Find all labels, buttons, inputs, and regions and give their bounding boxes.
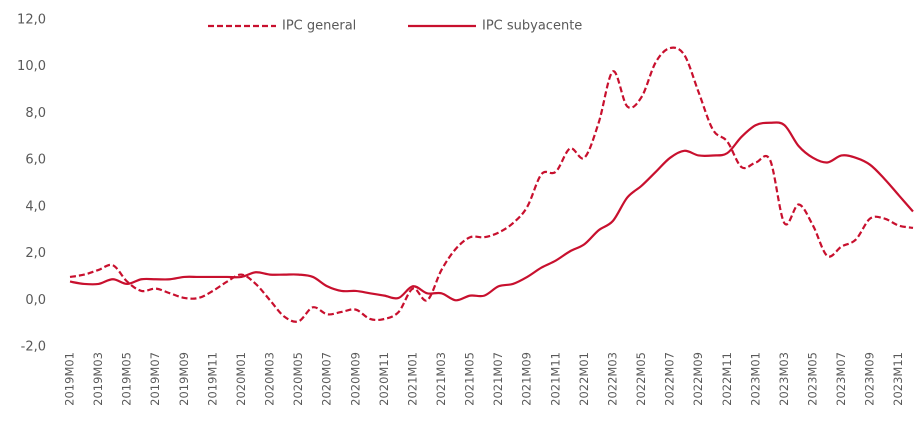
- legend-label: IPC general: [282, 19, 356, 34]
- x-tick-label: 2023M07: [834, 352, 848, 406]
- x-tick-label: 2022M11: [720, 352, 734, 406]
- x-tick-label: 2020M01: [234, 352, 248, 406]
- x-tick-label: 2023M11: [891, 352, 905, 406]
- x-tick-label: 2020M07: [320, 352, 334, 406]
- x-tick-label: 2022M09: [691, 352, 705, 406]
- x-tick-label: 2021M03: [434, 352, 448, 406]
- y-tick-label: 0,0: [25, 293, 46, 308]
- x-tick-label: 2020M03: [263, 352, 277, 406]
- y-tick-label: 12,0: [17, 13, 46, 28]
- y-tick-label: 2,0: [25, 246, 46, 261]
- x-tick-label: 2023M05: [805, 352, 819, 406]
- x-tick-label: 2019M05: [120, 352, 134, 406]
- series-line: [69, 121, 914, 302]
- x-tick-label: 2021M01: [405, 352, 419, 406]
- x-tick-label: 2021M05: [463, 352, 477, 406]
- x-tick-label: 2023M03: [777, 352, 791, 406]
- series-line: [69, 46, 914, 323]
- x-tick-label: 2021M11: [548, 352, 562, 406]
- x-tick-label: 2020M05: [291, 352, 305, 406]
- y-tick-label: 6,0: [25, 153, 46, 168]
- x-tick-label: 2023M01: [748, 352, 762, 406]
- y-tick-label: -2,0: [21, 340, 46, 355]
- x-tick-label: 2022M03: [605, 352, 619, 406]
- x-tick-label: 2023M09: [863, 352, 877, 406]
- x-tick-label: 2019M11: [205, 352, 219, 406]
- x-tick-label: 2019M07: [148, 352, 162, 406]
- y-tick-label: 4,0: [25, 199, 46, 214]
- x-tick-label: 2022M07: [663, 352, 677, 406]
- x-tick-label: 2019M03: [91, 352, 105, 406]
- x-tick-label: 2021M07: [491, 352, 505, 406]
- x-tick-label: 2020M11: [377, 352, 391, 406]
- x-tick-label: 2019M01: [63, 352, 77, 406]
- x-tick-label: 2022M01: [577, 352, 591, 406]
- y-tick-label: 8,0: [25, 106, 46, 121]
- x-tick-label: 2021M09: [520, 352, 534, 406]
- y-tick-label: 10,0: [17, 59, 46, 74]
- legend-label: IPC subyacente: [482, 19, 582, 34]
- x-tick-label: 2020M09: [348, 352, 362, 406]
- x-tick-label: 2022M05: [634, 352, 648, 406]
- x-tick-label: 2019M09: [177, 352, 191, 406]
